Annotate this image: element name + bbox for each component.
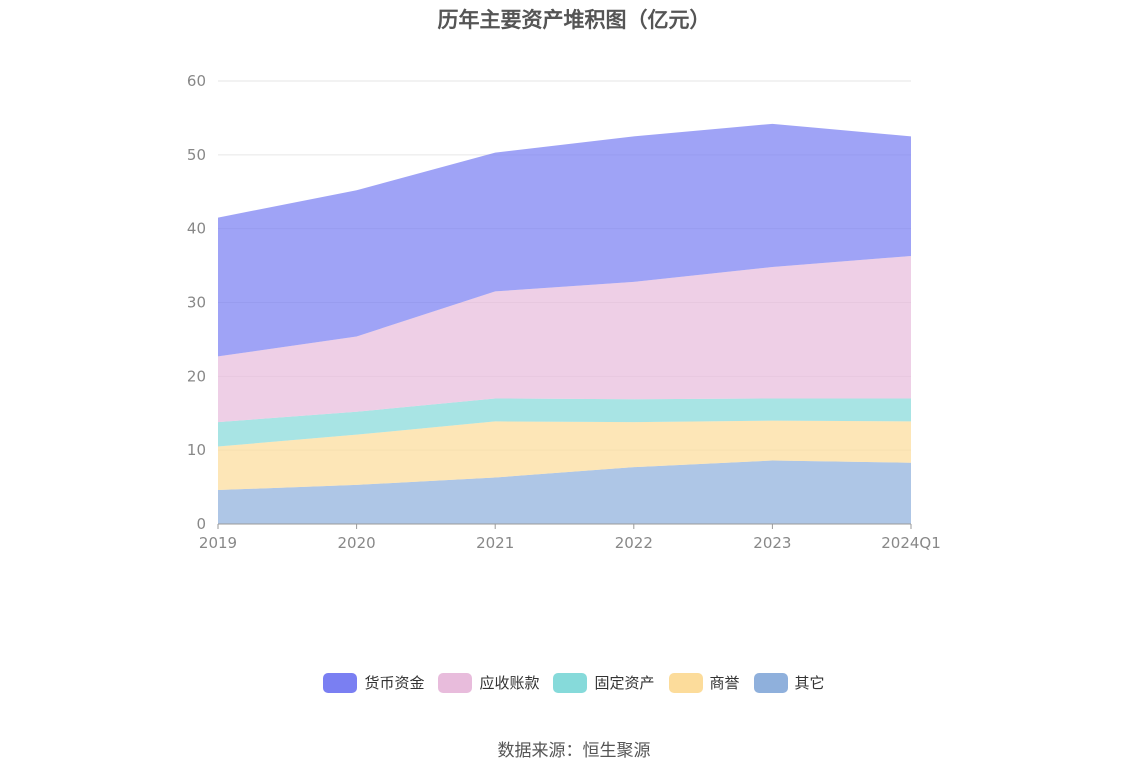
legend-item[interactable]: 固定资产 (553, 672, 655, 693)
legend-label: 其它 (794, 674, 825, 692)
legend-item[interactable]: 应收账款 (438, 672, 539, 693)
legend-label: 商誉 (709, 674, 740, 692)
legend-label: 应收账款 (479, 674, 540, 692)
legend-swatch (753, 672, 788, 693)
x-tick-label: 2024Q1 (881, 534, 941, 552)
legend-item[interactable]: 商誉 (668, 672, 740, 693)
y-tick-label: 30 (187, 294, 206, 312)
legend-swatch (438, 672, 473, 693)
y-tick-label: 50 (187, 146, 206, 164)
area-series-商誉 (218, 420, 911, 491)
area-series-货币资金 (218, 123, 911, 357)
y-tick-label: 10 (187, 441, 206, 459)
area-series-其它 (218, 460, 911, 524)
x-tick-label: 2021 (476, 534, 514, 552)
area-chart: 0 10 20 30 40 50 60 2019 2020 2021 2022 2023 2024Q1 (187, 72, 941, 552)
legend-item[interactable]: 其它 (753, 672, 825, 693)
legend-label: 固定资产 (594, 674, 655, 692)
y-tick-label: 40 (187, 220, 206, 238)
x-tick-label: 2023 (753, 534, 791, 552)
legend-label: 货币资金 (364, 674, 425, 692)
x-tick-label: 2019 (199, 534, 237, 552)
y-tick-label: 20 (187, 367, 206, 385)
chart-legend: 货币资金 应收账款 固定资产 商誉 其它 (0, 672, 1148, 693)
chart-title: 历年主要资产堆积图（亿元） (437, 8, 711, 32)
legend-swatch (323, 672, 358, 693)
legend-swatch (553, 672, 588, 693)
y-tick-label: 60 (187, 72, 206, 90)
y-tick-label: 0 (196, 515, 206, 533)
legend-swatch (668, 672, 703, 693)
area-series-应收账款 (218, 255, 911, 423)
x-tick-label: 2022 (615, 534, 653, 552)
data-source-note: 数据来源：恒生聚源 (497, 741, 651, 761)
x-tick-label: 2020 (338, 534, 376, 552)
area-series-固定资产 (218, 398, 911, 447)
legend-item[interactable]: 货币资金 (323, 672, 424, 693)
